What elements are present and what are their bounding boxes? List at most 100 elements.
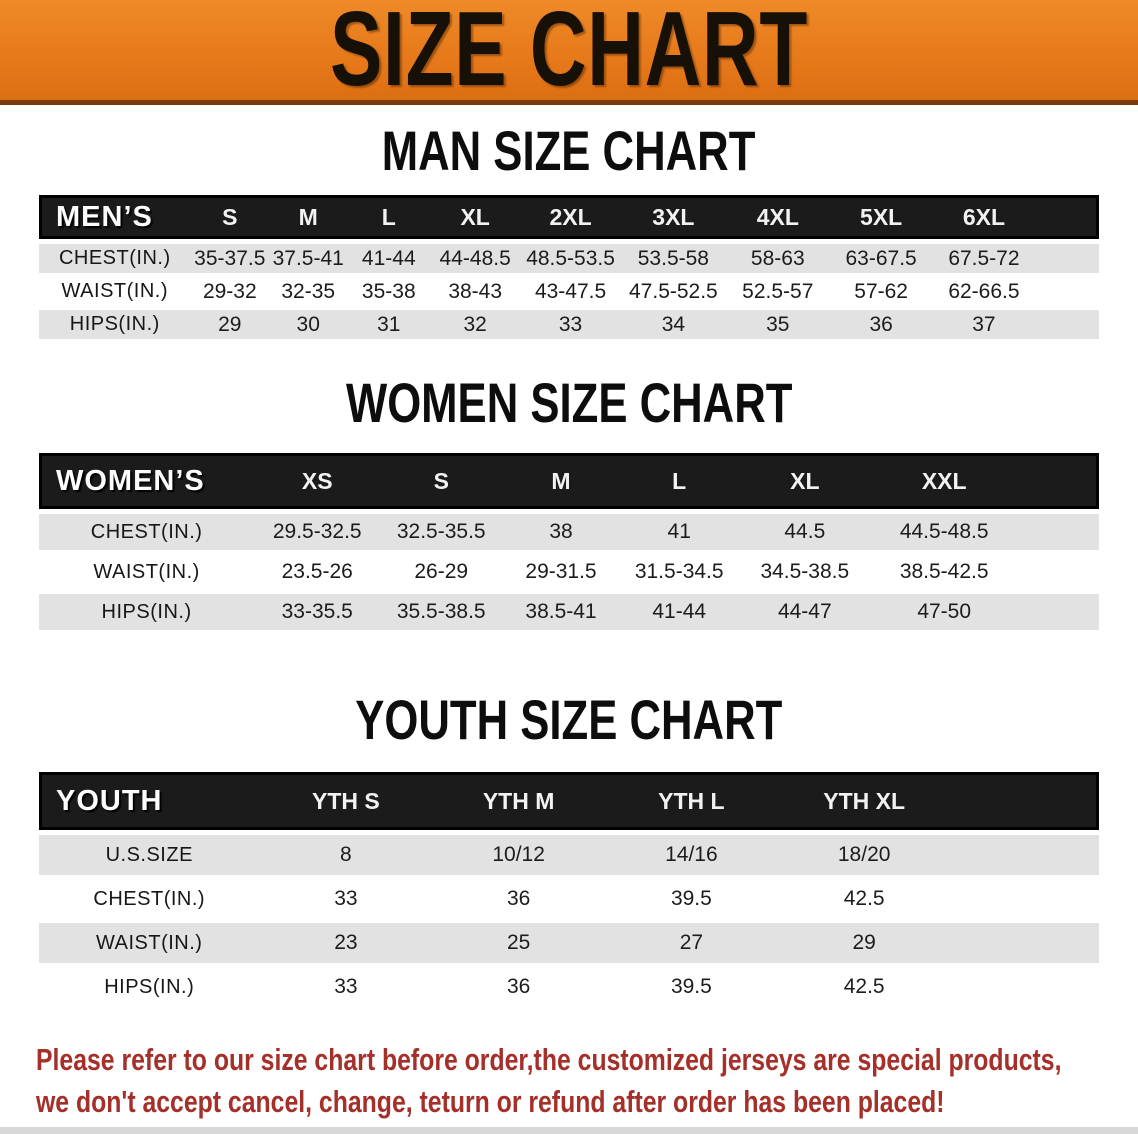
row-label: CHEST(IN.) <box>39 509 255 554</box>
size-cell: 30 <box>269 310 348 343</box>
size-cell: 35-37.5 <box>190 239 270 277</box>
youth-table-header-row: YOUTH YTH S YTH M YTH L YTH XL <box>39 772 1099 830</box>
row-label: WAIST(IN.) <box>39 554 255 594</box>
cell-spacer <box>1017 554 1099 594</box>
column-header: L <box>347 195 431 239</box>
men-size-table: MEN’S S M L XL 2XL 3XL 4XL 5XL 6XL CHEST(IN.) 35-3… <box>39 195 1099 343</box>
size-cell: 29.5-32.5 <box>254 509 381 554</box>
youth-section-heading: YOUTH SIZE CHART <box>0 692 1138 748</box>
row-label: HIPS(IN.) <box>39 594 255 634</box>
banner-title: SIZE CHART <box>329 0 809 108</box>
column-header: M <box>502 453 620 509</box>
size-cell: 35 <box>725 310 830 343</box>
size-cell: 29-31.5 <box>502 554 620 594</box>
bottom-strip <box>0 1127 1138 1134</box>
men-section-heading: MAN SIZE CHART <box>0 119 1138 182</box>
table-row: WAIST(IN.) 23 25 27 29 <box>39 923 1099 967</box>
size-cell: 44.5 <box>738 509 872 554</box>
column-header: XS <box>254 453 381 509</box>
size-cell: 32 <box>430 310 521 343</box>
row-label: CHEST(IN.) <box>39 879 260 923</box>
header-spacer <box>950 772 1099 830</box>
size-cell: 35.5-38.5 <box>380 594 503 634</box>
size-cell: 39.5 <box>605 879 778 923</box>
cell-spacer <box>950 967 1099 1011</box>
cell-spacer <box>1017 594 1099 634</box>
size-cell: 36 <box>432 967 606 1011</box>
table-title: WOMEN’S <box>39 453 255 509</box>
table-row: WAIST(IN.) 23.5-26 26-29 29-31.5 31.5-34.5 34… <box>39 554 1099 594</box>
size-cell: 41-44 <box>619 594 739 634</box>
size-cell: 67.5-72 <box>932 239 1036 277</box>
table-row: WAIST(IN.) 29-32 32-35 35-38 38-43 43-47.5 47.… <box>39 277 1099 310</box>
table-row: HIPS(IN.) 33-35.5 35.5-38.5 38.5-41 41-44 44-… <box>39 594 1099 634</box>
column-header: YTH L <box>605 772 778 830</box>
size-cell: 57-62 <box>829 277 933 310</box>
size-cell: 10/12 <box>432 830 606 879</box>
size-cell: 14/16 <box>605 830 778 879</box>
size-cell: 62-66.5 <box>932 277 1036 310</box>
cell-spacer <box>1035 277 1099 310</box>
size-cell: 48.5-53.5 <box>520 239 621 277</box>
size-cell: 23 <box>259 923 433 967</box>
row-label: U.S.SIZE <box>39 830 260 879</box>
women-heading-text: WOMEN SIZE CHART <box>345 371 793 434</box>
size-cell: 42.5 <box>777 967 951 1011</box>
table-title: YOUTH <box>39 772 260 830</box>
size-cell: 29 <box>777 923 951 967</box>
size-cell: 38.5-42.5 <box>871 554 1018 594</box>
size-cell: 34 <box>620 310 726 343</box>
men-heading-text: MAN SIZE CHART <box>382 119 756 182</box>
row-label: WAIST(IN.) <box>39 277 191 310</box>
column-header: XL <box>430 195 521 239</box>
column-header: 6XL <box>932 195 1036 239</box>
cell-spacer <box>1017 509 1099 554</box>
size-cell: 44-47 <box>738 594 872 634</box>
size-cell: 38.5-41 <box>502 594 620 634</box>
cell-spacer <box>950 830 1099 879</box>
size-cell: 41-44 <box>347 239 431 277</box>
size-cell: 43-47.5 <box>520 277 621 310</box>
size-cell: 29-32 <box>190 277 270 310</box>
row-label: WAIST(IN.) <box>39 923 260 967</box>
women-section-heading: WOMEN SIZE CHART <box>0 371 1138 434</box>
size-cell: 29 <box>190 310 270 343</box>
size-cell: 27 <box>605 923 778 967</box>
size-cell: 63-67.5 <box>829 239 933 277</box>
cell-spacer <box>950 879 1099 923</box>
women-section: WOMEN SIZE CHART WOMEN’S XS S M L XL XXL CHEST… <box>0 371 1138 634</box>
table-row: HIPS(IN.) 29 30 31 32 33 34 35 36 37 <box>39 310 1099 343</box>
column-header: YTH S <box>259 772 433 830</box>
size-cell: 32.5-35.5 <box>380 509 503 554</box>
column-header: 4XL <box>725 195 830 239</box>
table-row: CHEST(IN.) 33 36 39.5 42.5 <box>39 879 1099 923</box>
size-cell: 31 <box>347 310 431 343</box>
size-cell: 25 <box>432 923 606 967</box>
size-cell: 37 <box>932 310 1036 343</box>
footer-line-1: Please refer to our size chart before or… <box>36 1042 1062 1077</box>
column-header: S <box>190 195 270 239</box>
table-row: CHEST(IN.) 35-37.5 37.5-41 41-44 44-48.5 48.5… <box>39 239 1099 277</box>
size-cell: 47.5-52.5 <box>620 277 726 310</box>
size-cell: 31.5-34.5 <box>619 554 739 594</box>
size-cell: 35-38 <box>347 277 431 310</box>
size-cell: 33 <box>259 879 433 923</box>
size-cell: 52.5-57 <box>725 277 830 310</box>
table-row: HIPS(IN.) 33 36 39.5 42.5 <box>39 967 1099 1011</box>
column-header: YTH XL <box>777 772 951 830</box>
header-spacer <box>1035 195 1099 239</box>
footer-line-2: we don't accept cancel, change, teturn o… <box>36 1084 945 1119</box>
men-table-header-row: MEN’S S M L XL 2XL 3XL 4XL 5XL 6XL <box>39 195 1099 239</box>
youth-size-table: YOUTH YTH S YTH M YTH L YTH XL U.S.SIZE 8 10/1… <box>39 772 1099 1011</box>
size-cell: 33 <box>259 967 433 1011</box>
men-section: MAN SIZE CHART MEN’S S M L XL 2XL 3XL 4XL 5XL 6XL… <box>0 119 1138 343</box>
size-cell: 44.5-48.5 <box>871 509 1018 554</box>
size-cell: 58-63 <box>725 239 830 277</box>
row-label: CHEST(IN.) <box>39 239 191 277</box>
column-header: 5XL <box>829 195 933 239</box>
cell-spacer <box>1035 239 1099 277</box>
header-spacer <box>1017 453 1099 509</box>
size-cell: 34.5-38.5 <box>738 554 872 594</box>
size-cell: 38-43 <box>430 277 521 310</box>
women-size-table: WOMEN’S XS S M L XL XXL CHEST(IN.) 29.5-32.5 32.… <box>39 453 1099 634</box>
